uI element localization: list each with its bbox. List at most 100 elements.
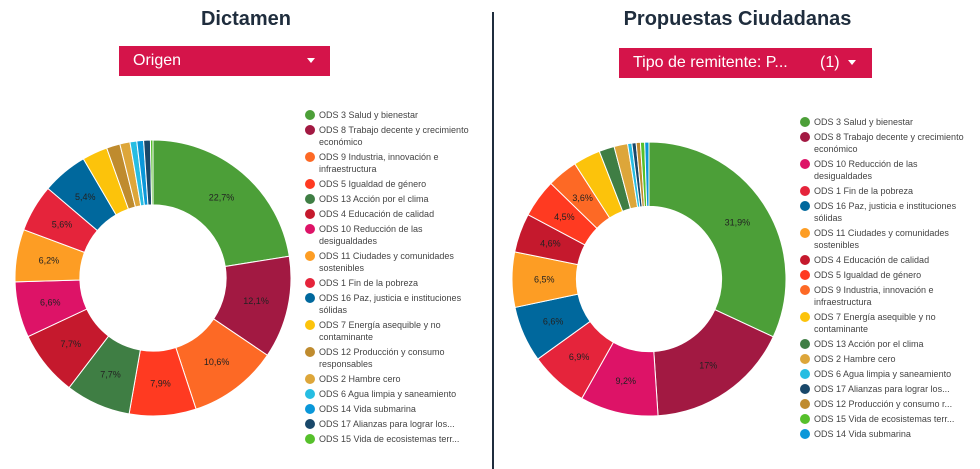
dictamen-legend-item-11[interactable]: ODS 12 Producción y consumo responsables — [305, 346, 479, 370]
propuestas-slice-16[interactable] — [644, 141, 650, 207]
legend-swatch — [800, 354, 810, 364]
dictamen-legend-item-14[interactable]: ODS 14 Vida submarina — [305, 403, 479, 415]
legend-swatch — [800, 159, 810, 169]
dictamen-legend-item-0[interactable]: ODS 3 Salud y bienestar — [305, 109, 479, 121]
dictamen-legend-item-6[interactable]: ODS 10 Reducción de las desigualdades — [305, 223, 479, 247]
legend-label: ODS 17 Alianzas para lograr los... — [319, 419, 455, 429]
tipo-remitente-filter-dropdown[interactable]: Tipo de remitente: P... (1) — [619, 48, 872, 78]
propuestas-legend-item-12[interactable]: ODS 6 Agua limpia y saneamiento — [800, 368, 974, 380]
filter-label: Tipo de remitente: P... — [633, 54, 788, 71]
legend-swatch — [305, 320, 315, 330]
legend-swatch — [305, 347, 315, 357]
dictamen-legend-item-5[interactable]: ODS 4 Educación de calidad — [305, 208, 479, 220]
propuestas-legend-item-13[interactable]: ODS 17 Alianzas para lograr los... — [800, 383, 974, 395]
propuestas-legend-item-5[interactable]: ODS 11 Ciudades y comunidades sostenible… — [800, 227, 974, 251]
dictamen-legend-item-9[interactable]: ODS 16 Paz, justicia e instituciones sól… — [305, 292, 479, 316]
propuestas-legend-item-7[interactable]: ODS 5 Igualdad de género — [800, 269, 974, 281]
dictamen-legend-item-3[interactable]: ODS 5 Igualdad de género — [305, 178, 479, 190]
legend-swatch — [305, 278, 315, 288]
propuestas-legend-item-14[interactable]: ODS 12 Producción y consumo r... — [800, 398, 974, 410]
legend-label: ODS 14 Vida submarina — [814, 429, 911, 439]
legend-label: ODS 2 Hambre cero — [814, 354, 896, 364]
dictamen-legend-item-4[interactable]: ODS 13 Acción por el clima — [305, 193, 479, 205]
legend-swatch — [800, 117, 810, 127]
propuestas-slice-label-3: 6,9% — [569, 352, 590, 362]
propuestas-legend-item-10[interactable]: ODS 13 Acción por el clima — [800, 338, 974, 350]
legend-swatch — [800, 369, 810, 379]
legend-label: ODS 10 Reducción de las desigualdades — [319, 224, 423, 246]
propuestas-slice-label-5: 6,5% — [534, 274, 555, 284]
dictamen-legend-item-16[interactable]: ODS 15 Vida de ecosistemas terr... — [305, 433, 479, 445]
dictamen-slice-label-5: 7,7% — [61, 339, 82, 349]
legend-swatch — [305, 224, 315, 234]
dictamen-legend-item-10[interactable]: ODS 7 Energía asequible y no contaminant… — [305, 319, 479, 343]
chevron-down-icon — [307, 58, 315, 63]
legend-label: ODS 11 Ciudades y comunidades sostenible… — [814, 228, 949, 250]
legend-label: ODS 2 Hambre cero — [319, 374, 401, 384]
legend-label: ODS 9 Industria, innovación e infraestru… — [814, 285, 934, 307]
legend-label: ODS 1 Fin de la pobreza — [814, 186, 914, 196]
legend-swatch — [800, 399, 810, 409]
legend-swatch — [800, 186, 810, 196]
dictamen-legend-item-12[interactable]: ODS 2 Hambre cero — [305, 373, 479, 385]
propuestas-legend-item-6[interactable]: ODS 4 Educación de calidad — [800, 254, 974, 266]
propuestas-legend-item-2[interactable]: ODS 10 Reducción de las desigualdades — [800, 158, 974, 182]
filter-label: Origen — [133, 52, 182, 69]
dictamen-legend-item-7[interactable]: ODS 11 Ciudades y comunidades sostenible… — [305, 250, 479, 274]
propuestas-legend-item-0[interactable]: ODS 3 Salud y bienestar — [800, 116, 974, 128]
dictamen-legend-item-8[interactable]: ODS 1 Fin de la pobreza — [305, 277, 479, 289]
propuestas-legend-item-11[interactable]: ODS 2 Hambre cero — [800, 353, 974, 365]
dictamen-slice-label-4: 7,7% — [100, 370, 121, 380]
legend-label: ODS 16 Paz, justicia e instituciones sól… — [814, 201, 957, 223]
propuestas-legend-item-3[interactable]: ODS 1 Fin de la pobreza — [800, 185, 974, 197]
propuestas-legend-item-15[interactable]: ODS 15 Vida de ecosistemas terr... — [800, 413, 974, 425]
propuestas-slice-label-0: 31,9% — [725, 218, 751, 228]
legend-label: ODS 4 Educación de calidad — [814, 255, 930, 265]
legend-label: ODS 13 Acción por el clima — [319, 194, 429, 204]
propuestas-slice-label-1: 17% — [699, 360, 717, 370]
propuestas-legend-item-4[interactable]: ODS 16 Paz, justicia e instituciones sól… — [800, 200, 974, 224]
legend-label: ODS 4 Educación de calidad — [319, 209, 435, 219]
propuestas-slice-label-4: 6,6% — [543, 316, 564, 326]
dictamen-legend-item-15[interactable]: ODS 17 Alianzas para lograr los... — [305, 418, 479, 430]
dictamen-slice-label-3: 7,9% — [150, 378, 171, 388]
legend-swatch — [800, 201, 810, 211]
dictamen-legend-item-2[interactable]: ODS 9 Industria, innovación e infraestru… — [305, 151, 479, 175]
legend-swatch — [305, 194, 315, 204]
legend-label: ODS 12 Producción y consumo r... — [814, 399, 953, 409]
propuestas-legend-item-8[interactable]: ODS 9 Industria, innovación e infraestru… — [800, 284, 974, 308]
legend-swatch — [800, 414, 810, 424]
propuestas-legend-item-9[interactable]: ODS 7 Energía asequible y no contaminant… — [800, 311, 974, 335]
legend-swatch — [305, 293, 315, 303]
dictamen-slice-label-8: 5,6% — [52, 219, 73, 229]
propuestas-slice-1[interactable] — [653, 308, 774, 417]
origen-filter-dropdown[interactable]: Origen — [119, 46, 330, 76]
legend-swatch — [800, 132, 810, 142]
legend-swatch — [305, 404, 315, 414]
legend-swatch — [800, 255, 810, 265]
propuestas-legend-item-1[interactable]: ODS 8 Trabajo decente y crecimiento econ… — [800, 131, 974, 155]
legend-label: ODS 16 Paz, justicia e instituciones sól… — [319, 293, 462, 315]
legend-swatch — [800, 285, 810, 295]
dictamen-legend-item-13[interactable]: ODS 6 Agua limpia y saneamiento — [305, 388, 479, 400]
dictamen-slice-16[interactable] — [149, 139, 154, 206]
legend-swatch — [305, 434, 315, 444]
legend-swatch — [800, 429, 810, 439]
dictamen-legend-item-1[interactable]: ODS 8 Trabajo decente y crecimiento econ… — [305, 124, 479, 148]
page-title: Propuestas Ciudadanas — [623, 8, 852, 30]
dictamen-slice-label-6: 6,6% — [40, 297, 61, 307]
legend-swatch — [305, 152, 315, 162]
propuestas-slice-0[interactable] — [648, 141, 787, 338]
legend-swatch — [800, 228, 810, 238]
legend-swatch — [305, 251, 315, 261]
propuestas-donut-chart: 31,9% 17% 9,2% 6,9% 6,6% 6,5% 4,6% 4,5% 3,6% — [511, 141, 787, 417]
propuestas-legend-item-16[interactable]: ODS 14 Vida submarina — [800, 428, 974, 440]
legend-label: ODS 12 Producción y consumo responsables — [319, 347, 445, 369]
propuestas-slice-label-8: 3,6% — [572, 193, 593, 203]
legend-swatch — [800, 384, 810, 394]
propuestas-slice-label-6: 4,6% — [540, 239, 561, 249]
legend-label: ODS 5 Igualdad de género — [319, 179, 427, 189]
legend-swatch — [305, 374, 315, 384]
dictamen-slice-0[interactable] — [152, 139, 290, 268]
legend-label: ODS 10 Reducción de las desigualdades — [814, 159, 918, 181]
